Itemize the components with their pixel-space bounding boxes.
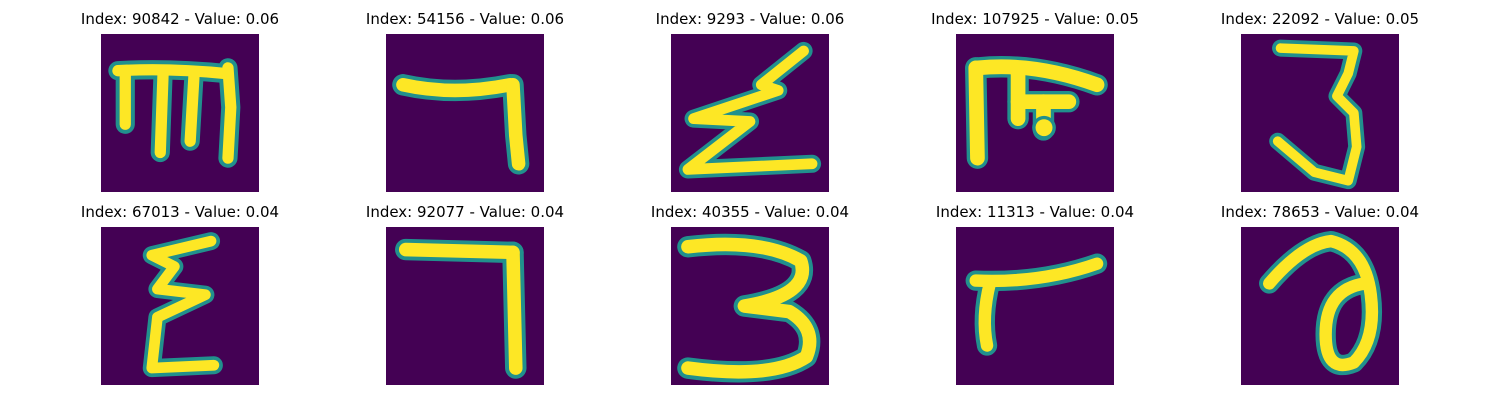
sample-title: Index: 92077 - Value: 0.04 <box>365 203 565 221</box>
sample-panel-2: Index: 54156 - Value: 0.06 <box>345 0 585 192</box>
sample-panel-3: Index: 9293 - Value: 0.06 <box>630 0 870 192</box>
sample-title: Index: 90842 - Value: 0.06 <box>80 10 280 28</box>
digit-image <box>956 227 1114 385</box>
digit-image <box>956 34 1114 192</box>
sample-title: Index: 11313 - Value: 0.04 <box>935 203 1135 221</box>
sample-title: Index: 67013 - Value: 0.04 <box>80 203 280 221</box>
sample-panel-5: Index: 22092 - Value: 0.05 <box>1200 0 1440 192</box>
sample-title: Index: 107925 - Value: 0.05 <box>931 10 1139 28</box>
digit-image <box>386 34 544 192</box>
digit-image <box>101 34 259 192</box>
sample-panel-10: Index: 78653 - Value: 0.04 <box>1200 193 1440 385</box>
sample-title: Index: 40355 - Value: 0.04 <box>650 203 850 221</box>
sample-panel-8: Index: 40355 - Value: 0.04 <box>630 193 870 385</box>
sample-title: Index: 9293 - Value: 0.06 <box>655 10 845 28</box>
sample-title: Index: 78653 - Value: 0.04 <box>1220 203 1420 221</box>
digit-image <box>1241 227 1399 385</box>
sample-panel-1: Index: 90842 - Value: 0.06 <box>60 0 300 192</box>
digit-image <box>101 227 259 385</box>
digit-image <box>1241 34 1399 192</box>
sample-title: Index: 22092 - Value: 0.05 <box>1220 10 1420 28</box>
sample-panel-4: Index: 107925 - Value: 0.05 <box>915 0 1155 192</box>
sample-title: Index: 54156 - Value: 0.06 <box>365 10 565 28</box>
sample-panel-9: Index: 11313 - Value: 0.04 <box>915 193 1155 385</box>
digit-image <box>671 227 829 385</box>
digit-image <box>671 34 829 192</box>
sample-panel-6: Index: 67013 - Value: 0.04 <box>60 193 300 385</box>
digit-image <box>386 227 544 385</box>
sample-panel-7: Index: 92077 - Value: 0.04 <box>345 193 585 385</box>
